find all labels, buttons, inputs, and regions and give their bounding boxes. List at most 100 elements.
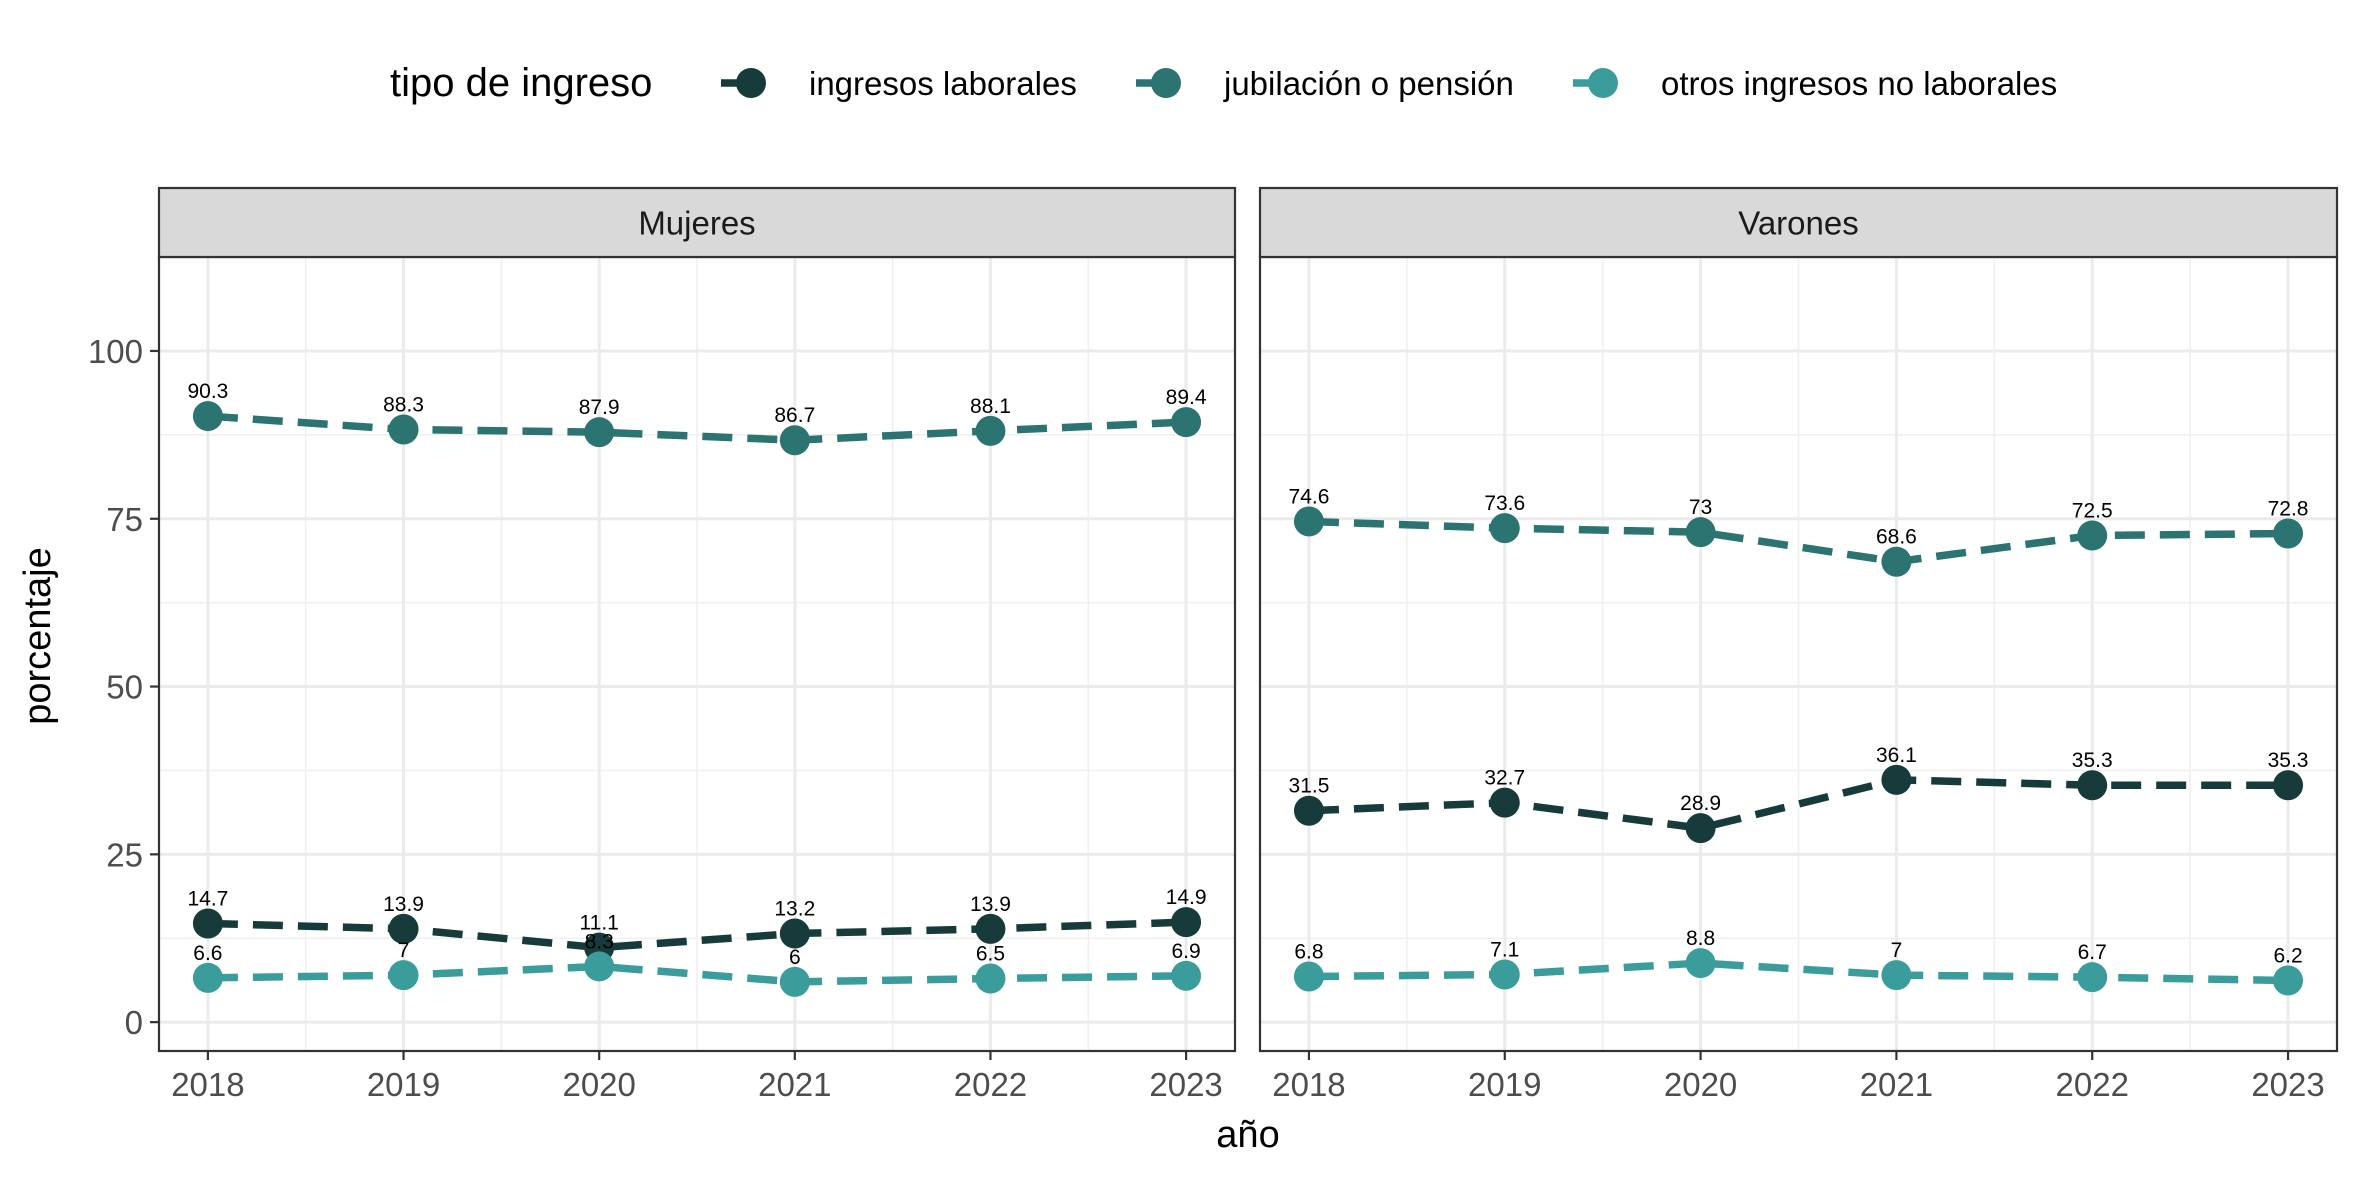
- data-point: [1881, 546, 1912, 577]
- data-label: 7: [1891, 939, 1903, 962]
- data-point: [1685, 948, 1716, 979]
- data-label: 73.6: [1484, 492, 1525, 515]
- facet-strip-label: Varones: [1738, 205, 1858, 242]
- data-point: [192, 908, 223, 939]
- series-line: [207, 962, 1187, 986]
- x-tick-label: 2020: [1664, 1066, 1737, 1103]
- facet-strip-label: Mujeres: [638, 205, 755, 242]
- data-label: 13.9: [383, 893, 424, 916]
- data-label: 6.8: [1294, 940, 1323, 963]
- data-label: 6.6: [193, 942, 222, 965]
- data-label: 6.7: [2078, 941, 2107, 964]
- data-label: 6.5: [976, 943, 1005, 966]
- y-tick-label: 50: [106, 669, 143, 706]
- data-label: 36.1: [1876, 744, 1917, 767]
- x-tick-label: 2020: [562, 1066, 635, 1103]
- data-label: 90.3: [187, 380, 228, 403]
- data-point: [2077, 962, 2108, 993]
- chart-panels: 14.7 13.9 11.1 13.2 13.9 14.9 90.3 88.3 87.9 86.7…: [88, 186, 2339, 1103]
- x-axis-label: año: [1216, 1114, 1279, 1156]
- data-point: [584, 417, 615, 448]
- data-point: [388, 913, 419, 944]
- data-label: 13.2: [774, 898, 815, 921]
- series-line: [207, 918, 1187, 952]
- y-tick-label: 75: [106, 501, 143, 538]
- data-point: [1171, 960, 1202, 991]
- data-point: [2273, 965, 2304, 996]
- data-label: 74.6: [1289, 485, 1330, 508]
- series-line: [207, 412, 1187, 444]
- x-tick-label: 2018: [1272, 1066, 1345, 1103]
- data-label: 14.9: [1166, 886, 1207, 909]
- data-point: [1293, 506, 1324, 537]
- data-point: [1293, 961, 1324, 992]
- data-point: [2077, 520, 2108, 551]
- x-tick-label: 2022: [2056, 1066, 2129, 1103]
- series-line: [1308, 959, 2289, 985]
- x-tick-label: 2019: [367, 1066, 440, 1103]
- data-label: 35.3: [2072, 749, 2113, 772]
- data-label: 7: [398, 939, 410, 962]
- x-tick-label: 2018: [171, 1066, 244, 1103]
- legend-label: ingresos laborales: [809, 65, 1077, 102]
- data-point: [1171, 407, 1202, 438]
- data-point: [975, 415, 1006, 446]
- y-tick-label: 100: [88, 333, 143, 370]
- data-point: [779, 966, 810, 997]
- legend: tipo de ingreso ingresos laborales jubilac…: [390, 61, 2057, 105]
- data-point: [1171, 907, 1202, 938]
- data-point: [1293, 795, 1324, 826]
- data-point: [192, 962, 223, 993]
- data-label: 8.8: [1686, 927, 1715, 950]
- panel-varones: 31.5 32.728.936.1 35.3 35.374.6 73.6 7368.672…: [1258, 186, 2339, 1103]
- data-label: 73: [1689, 496, 1712, 519]
- legend-item: ingresos laborales: [721, 65, 1077, 102]
- data-label: 88.3: [383, 393, 424, 416]
- data-point: [975, 963, 1006, 994]
- data-point: [1685, 813, 1716, 844]
- series-line: [1308, 517, 2289, 566]
- data-point: [192, 401, 223, 432]
- data-label: 6: [789, 946, 801, 969]
- x-tick-label: 2022: [954, 1066, 1027, 1103]
- data-point: [2273, 770, 2304, 801]
- data-label: 14.7: [187, 887, 228, 910]
- series-line: [1308, 776, 2289, 832]
- data-label: 87.9: [579, 396, 620, 419]
- data-point: [584, 951, 615, 982]
- legend-key-point: [1151, 68, 1181, 98]
- data-point: [779, 425, 810, 456]
- data-point: [2273, 518, 2304, 549]
- data-point: [779, 918, 810, 949]
- data-label: 68.6: [1876, 526, 1917, 549]
- data-label: 8.3: [585, 930, 614, 953]
- data-point: [1881, 764, 1912, 795]
- data-label: 6.9: [1171, 940, 1200, 963]
- data-point: [975, 913, 1006, 944]
- facet-strip: [157, 186, 1237, 259]
- legend-label: jubilación o pensión: [1223, 65, 1514, 102]
- data-label: 7.1: [1490, 938, 1519, 961]
- legend-item: jubilación o pensión: [1136, 65, 1514, 102]
- legend-key-point: [1588, 68, 1618, 98]
- y-tick-label: 0: [125, 1004, 143, 1041]
- y-axis-label: porcentaje: [17, 547, 59, 724]
- x-tick-label: 2023: [1149, 1066, 1222, 1103]
- data-point: [388, 960, 419, 991]
- data-label: 32.7: [1484, 767, 1525, 790]
- data-point: [1489, 787, 1520, 818]
- legend-item: otros ingresos no laborales: [1573, 65, 2057, 102]
- data-label: 35.3: [2268, 749, 2309, 772]
- x-tick-label: 2021: [758, 1066, 831, 1103]
- x-tick-label: 2023: [2251, 1066, 2324, 1103]
- data-label: 88.1: [970, 395, 1011, 418]
- data-point: [1489, 513, 1520, 544]
- data-point: [1881, 960, 1912, 991]
- data-label: 72.5: [2072, 500, 2113, 523]
- legend-key-point: [736, 68, 766, 98]
- data-point: [1489, 959, 1520, 990]
- data-point: [388, 414, 419, 445]
- data-label: 6.2: [2273, 945, 2302, 968]
- legend-title: tipo de ingreso: [390, 61, 652, 105]
